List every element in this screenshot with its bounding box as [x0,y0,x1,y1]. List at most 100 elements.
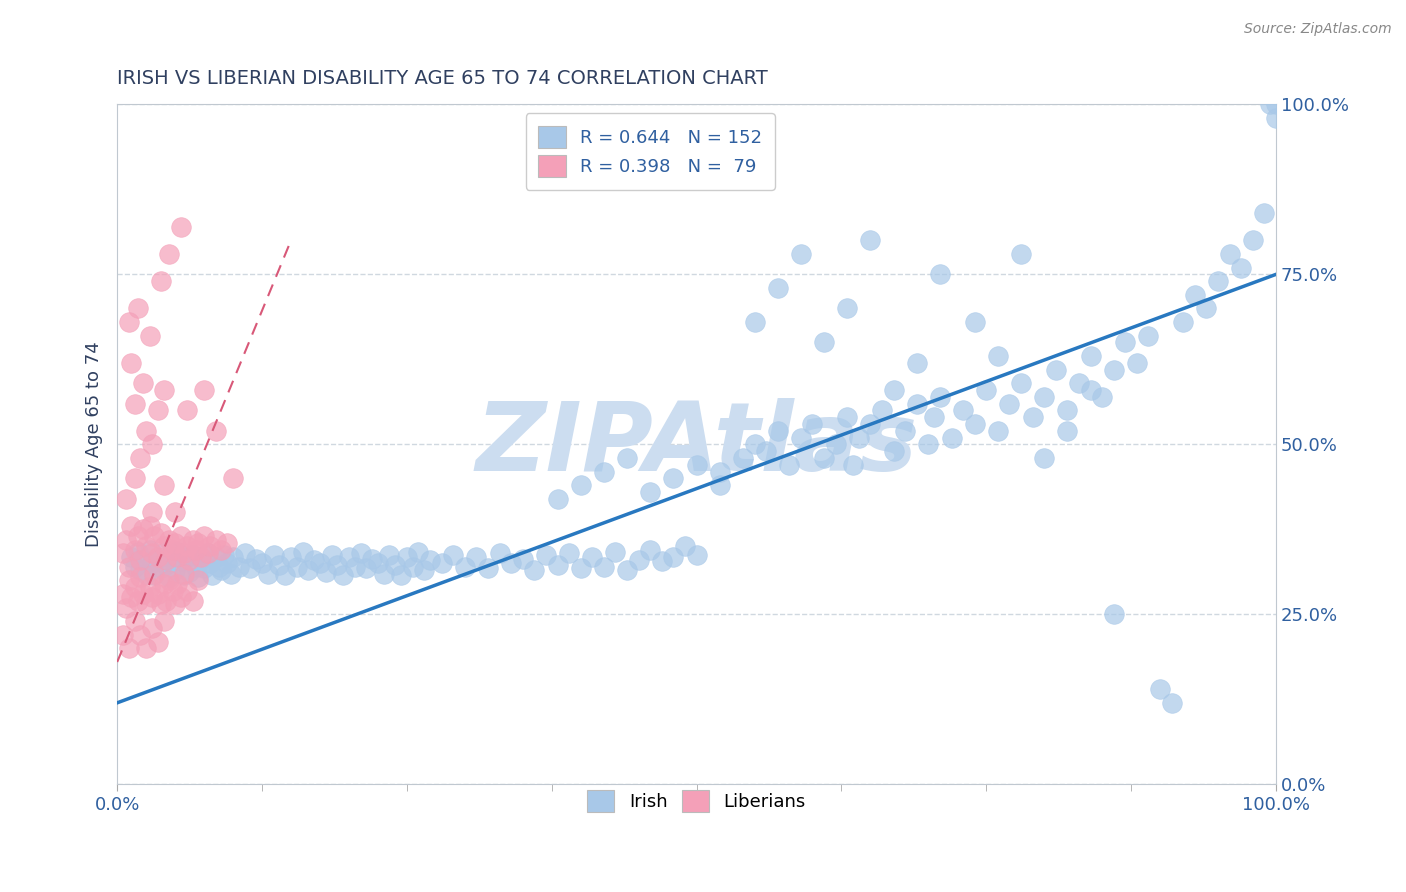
Point [842,458,865,472]
Point [124,614,146,628]
Point [1137,328,1160,343]
Point [115,491,138,506]
Point [744,315,766,329]
Point [181,548,204,562]
Point [709,465,731,479]
Point [187,574,209,588]
Point [627,553,650,567]
Point [131,522,153,536]
Point [263,548,285,562]
Point [837,410,859,425]
Point [146,587,169,601]
Point [127,545,149,559]
Point [1206,274,1229,288]
Point [204,424,226,438]
Point [987,349,1010,363]
Point [208,559,231,574]
Point [419,553,441,567]
Point [157,570,180,584]
Point [150,561,173,575]
Point [239,561,262,575]
Point [534,548,557,562]
Point [1045,362,1067,376]
Point [124,542,146,557]
Point [162,549,184,564]
Point [917,437,939,451]
Point [302,553,325,567]
Point [176,540,198,554]
Point [315,566,337,580]
Point [1102,362,1125,376]
Point [1258,97,1281,112]
Point [974,383,997,397]
Point [124,396,146,410]
Point [361,551,384,566]
Point [233,546,256,560]
Point [212,548,235,562]
Point [569,561,592,575]
Point [157,574,180,588]
Point [184,542,207,557]
Point [477,561,499,575]
Point [790,247,813,261]
Point [152,614,174,628]
Point [124,580,146,594]
Point [859,233,882,247]
Point [146,551,169,566]
Point [870,403,893,417]
Point [356,561,378,575]
Point [547,558,569,573]
Point [441,548,464,562]
Point [373,566,395,581]
Point [813,450,835,465]
Point [143,566,166,581]
Point [157,247,180,261]
Point [129,450,152,465]
Point [349,546,371,560]
Point [177,566,200,580]
Point [343,559,366,574]
Legend: Irish, Liberians: Irish, Liberians [576,780,817,823]
Point [127,529,149,543]
Point [1080,349,1102,363]
Point [197,546,219,560]
Point [326,558,349,573]
Point [198,540,221,554]
Point [766,424,789,438]
Y-axis label: Disability Age 65 to 74: Disability Age 65 to 74 [86,342,103,548]
Point [197,546,219,560]
Point [190,549,212,564]
Point [201,568,224,582]
Point [1091,390,1114,404]
Point [280,549,302,564]
Point [998,396,1021,410]
Point [465,549,488,564]
Point [190,551,212,566]
Point [501,557,523,571]
Point [883,444,905,458]
Point [1149,682,1171,697]
Point [755,444,778,458]
Point [662,471,685,485]
Point [963,315,986,329]
Point [488,546,510,560]
Point [131,587,153,601]
Point [395,549,418,564]
Point [1219,247,1241,261]
Point [744,437,766,451]
Point [146,549,169,564]
Point [894,424,917,438]
Point [157,533,180,547]
Point [547,491,569,506]
Point [766,281,789,295]
Point [120,356,142,370]
Point [131,376,153,391]
Point [848,431,870,445]
Point [616,450,638,465]
Point [204,549,226,564]
Point [118,315,141,329]
Point [709,478,731,492]
Point [155,553,177,567]
Point [118,641,141,656]
Text: Source: ZipAtlas.com: Source: ZipAtlas.com [1244,22,1392,37]
